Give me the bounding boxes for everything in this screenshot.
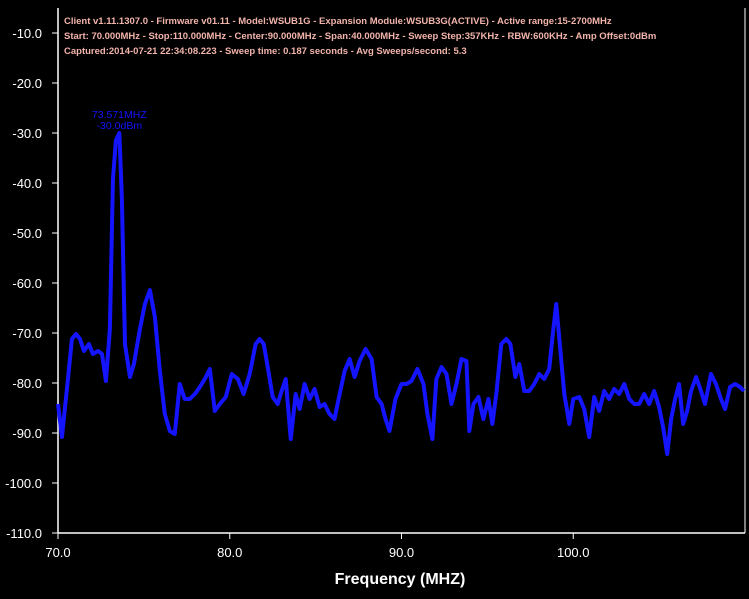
- x-tick-label: 100.0: [557, 545, 590, 560]
- y-tick-label: -60.0: [12, 276, 42, 291]
- y-tick-label: -50.0: [12, 226, 42, 241]
- header-line: Client v1.11.1307.0 - Firmware v01.11 - …: [64, 16, 612, 27]
- y-tick-label: -90.0: [12, 426, 42, 441]
- trace-line: [56, 131, 746, 456]
- peak-annotation: 73.571MHZ: [92, 109, 147, 121]
- y-tick-label: -100.0: [5, 476, 42, 491]
- y-tick-label: -10.0: [12, 26, 42, 41]
- y-tick-label: -30.0: [12, 126, 42, 141]
- y-tick-label: -70.0: [12, 326, 42, 341]
- x-tick-label: 70.0: [45, 545, 70, 560]
- y-tick-label: -40.0: [12, 176, 42, 191]
- y-tick-label: -110.0: [6, 526, 42, 541]
- y-tick-label: -20.0: [12, 76, 42, 91]
- header-line: Captured:2014-07-21 22:34:08.223 - Sweep…: [64, 46, 467, 57]
- y-tick-label: -80.0: [12, 376, 42, 391]
- x-axis-label: Frequency (MHZ): [335, 571, 466, 588]
- peak-annotation: -30.0dBm: [97, 120, 143, 132]
- x-tick-label: 80.0: [217, 545, 242, 560]
- header-line: Start: 70.000MHz - Stop:110.000MHz - Cen…: [64, 31, 656, 42]
- x-tick-label: 90.0: [389, 545, 414, 560]
